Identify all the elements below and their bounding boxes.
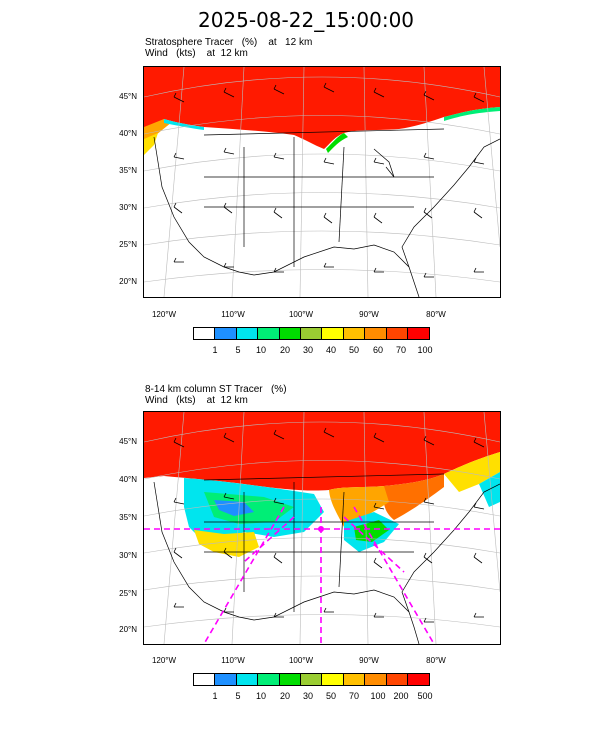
panel2-lat-label: 20°N [119,625,137,634]
panel2-colorbar-label: 100 [370,691,386,701]
panel2-lat-label: 35°N [119,513,137,522]
panel1-lat-label: 30°N [119,203,137,212]
colorbar-cell [343,328,366,339]
panel2-lon-label: 100°W [288,656,314,665]
panel1-colorbar-label: 40 [325,345,336,355]
colorbar-cell [258,328,280,339]
colorbar-cell [279,674,301,685]
panel2-lon-label: 110°W [221,656,245,665]
panel1-colorbar-label: 1 [212,345,218,355]
colorbar-cell [365,674,387,685]
colorbar-cell [407,328,430,339]
panel2-lon-label: 90°W [359,656,379,665]
panel2-lat-label: 40°N [119,475,137,484]
panel1-colorbar-label: 60 [372,345,383,355]
panel1-label: Stratosphere Tracer (%) at 12 km Wind (k… [145,37,312,59]
colorbar-cell [322,674,344,685]
panel1-lat-label: 45°N [119,92,137,101]
panel1-lon-label: 120°W [151,310,177,319]
panel2-lon-label: 80°W [426,656,446,665]
panel1-colorbar-label: 50 [348,345,359,355]
panel2-lat-label: 45°N [119,437,137,446]
panel2-lon-label: 120°W [151,656,177,665]
panel2-colorbar-label: 30 [302,691,313,701]
colorbar-cell [236,674,259,685]
panel2-map [143,411,501,645]
panel1-colorbar [193,327,431,340]
plot-title: 2025-08-22_15:00:00 [197,8,415,32]
panel2-colorbar-label: 50 [325,691,336,701]
colorbar-cell [279,328,301,339]
panel2-colorbar-label: 20 [279,691,290,701]
colorbar-cell [215,328,237,339]
colorbar-cell [365,328,387,339]
colorbar-cell [258,674,280,685]
panel1-colorbar-label: 100 [417,345,433,355]
panel1-lat-label: 35°N [119,166,137,175]
panel1-tracer-field [144,67,500,149]
panel1-colorbar-label: 20 [279,345,290,355]
panel2-colorbar-label: 10 [255,691,266,701]
panel2-label: 8-14 km column ST Tracer (%) Wind (kts) … [145,384,287,406]
panel2-label-line1: 8-14 km column ST Tracer (%) [145,384,287,395]
panel1-label-line1: Stratosphere Tracer (%) at 12 km [145,37,313,48]
panel2-colorbar-label: 70 [348,691,359,701]
panel1-tracer-cyan [164,119,204,130]
panel2-tracer-field [144,412,500,491]
panel1-label-line2: Wind (kts) at 12 km [145,48,248,59]
panel2-lat-label: 30°N [119,551,137,560]
panel1-tracer-green [326,133,348,153]
colorbar-cell [322,328,344,339]
colorbar-cell [236,328,259,339]
panel1-lat-label: 40°N [119,129,137,138]
colorbar-cell [215,674,237,685]
colorbar-cell [300,674,323,685]
panel2-colorbar-label: 500 [417,691,433,701]
panel1-lon-label: 100°W [288,310,314,319]
colorbar-cell [194,328,216,339]
panel2-colorbar-label: 5 [235,691,241,701]
panel2-colorbar [193,673,431,686]
panel1-lon-label: 110°W [221,310,245,319]
colorbar-cell [407,674,430,685]
colorbar-cell [386,674,408,685]
colorbar-cell [343,674,366,685]
colorbar-cell [194,674,216,685]
panel1-lon-label: 90°W [359,310,379,319]
panel2-colorbar-label: 200 [393,691,409,701]
panel1-colorbar-label: 10 [255,345,266,355]
panel1-map [143,66,501,298]
panel1-lat-label: 20°N [119,277,137,286]
panel1-lon-label: 80°W [426,310,446,319]
panel1-colorbar-label: 30 [302,345,313,355]
panel2-colorbar-label: 1 [212,691,218,701]
panel2-label-line2: Wind (kts) at 12 km [145,395,248,406]
colorbar-cell [300,328,323,339]
colorbar-cell [386,328,408,339]
panel2-lat-label: 25°N [119,589,137,598]
panel1-colorbar-label: 5 [235,345,241,355]
panel1-colorbar-label: 70 [395,345,406,355]
panel1-lat-label: 25°N [119,240,137,249]
